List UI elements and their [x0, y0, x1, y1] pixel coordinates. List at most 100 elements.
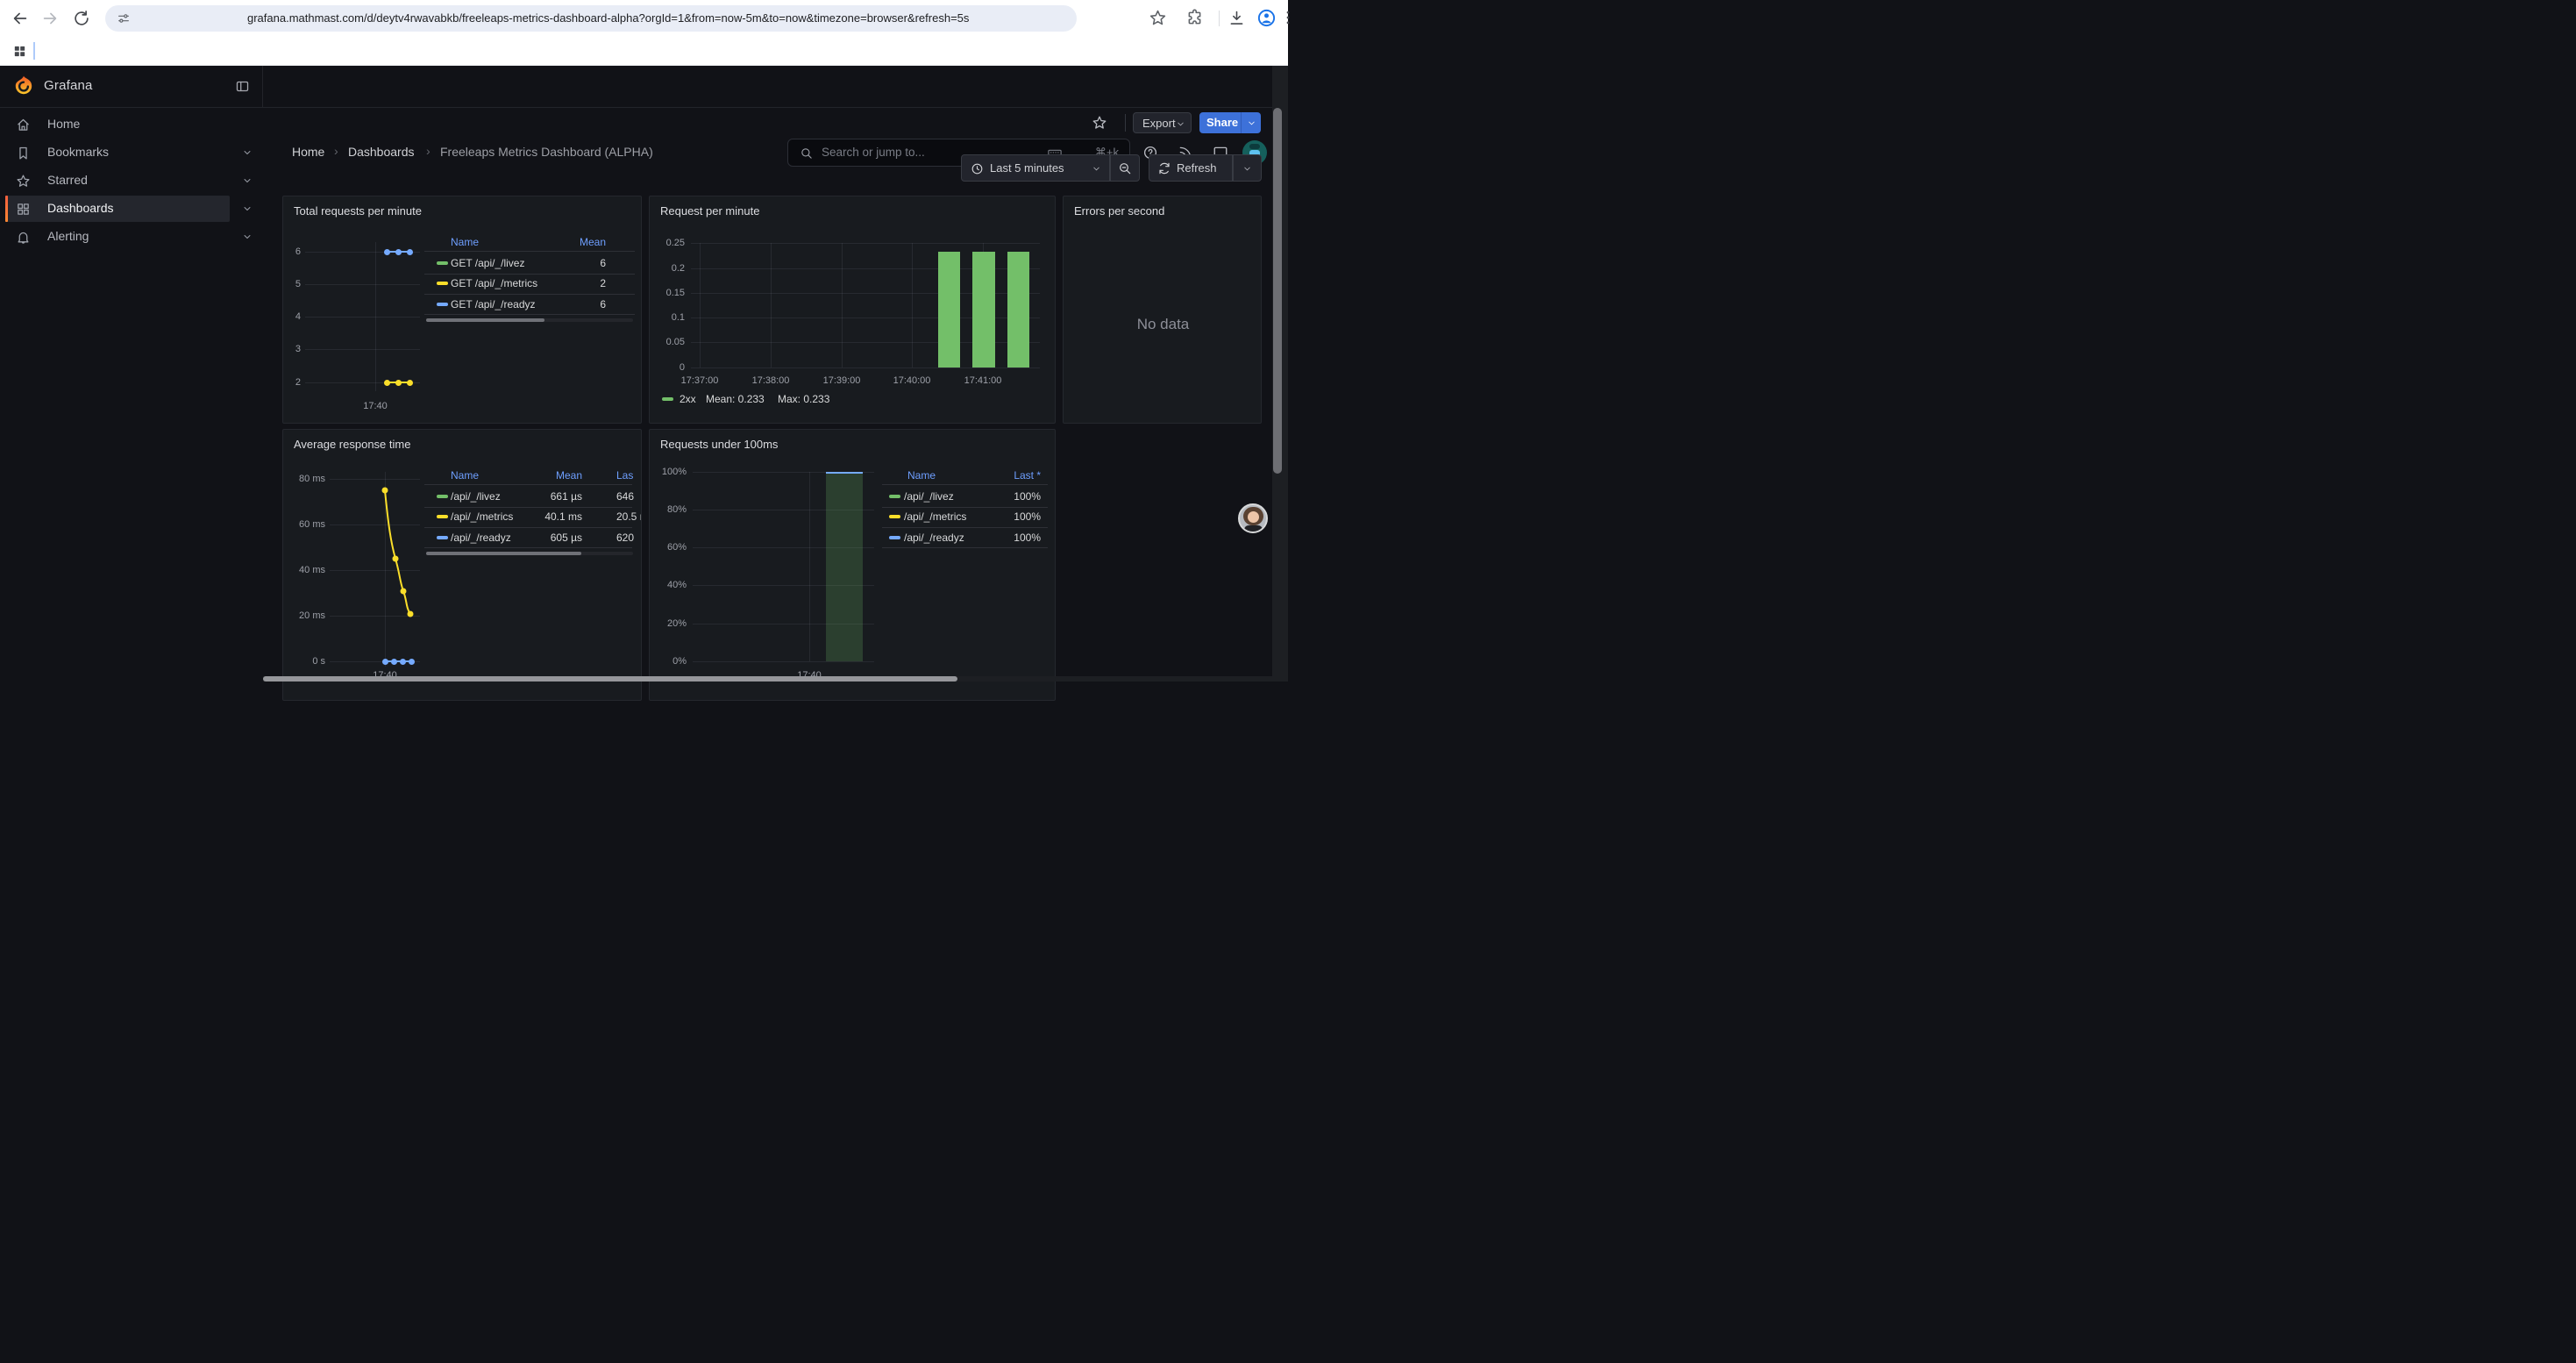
chevron-down-icon[interactable]: [242, 232, 253, 242]
floating-avatar[interactable]: [1238, 503, 1268, 533]
x-tick: 17:40: [349, 400, 402, 412]
clock-icon: [971, 162, 984, 175]
legend-series-name[interactable]: GET /api/_/readyz: [451, 298, 536, 310]
y-tick: 4: [283, 310, 301, 323]
legend-series-name[interactable]: /api/_/metrics: [904, 510, 966, 523]
legend-divider: [424, 527, 632, 528]
extensions-icon[interactable]: [1185, 9, 1204, 27]
home-icon: [16, 118, 31, 132]
forward-icon[interactable]: [40, 9, 60, 28]
y-tick: 0%: [653, 655, 687, 667]
legend-color-metrics: [437, 515, 448, 518]
share-label: Share: [1206, 116, 1238, 129]
export-button[interactable]: Export: [1133, 112, 1192, 133]
bookmark-star-icon[interactable]: [1149, 9, 1167, 27]
legend-color-livez: [889, 495, 900, 498]
y-tick: 2: [283, 376, 301, 389]
legend-color-metrics: [889, 515, 900, 518]
bookmarks-bar: Freeleaps 收藏博客: [0, 37, 1288, 66]
refresh-interval-button[interactable]: [1233, 154, 1262, 182]
legend-series-last: 620: [616, 532, 634, 544]
zoom-out-time-button[interactable]: [1110, 154, 1140, 182]
legend-col-mean[interactable]: Mean: [521, 469, 582, 482]
gridline: [691, 243, 1040, 244]
legend-series-name[interactable]: /api/_/livez: [451, 490, 501, 503]
legend-series-name[interactable]: 2xx: [680, 393, 696, 405]
profile-icon[interactable]: [1256, 8, 1277, 28]
gridline: [700, 243, 701, 368]
chevron-down-icon: [1247, 118, 1256, 128]
no-data-message: No data: [1064, 316, 1262, 333]
search-placeholder: Search or jump to...: [822, 139, 925, 166]
chevron-down-icon[interactable]: [242, 175, 253, 186]
gridline: [809, 472, 810, 661]
area-under-100ms: [826, 472, 863, 661]
grafana-brand: Grafana: [44, 78, 93, 93]
vertical-scrollbar-thumb[interactable]: [1273, 108, 1282, 474]
sidebar-item-dashboards[interactable]: Dashboards: [5, 196, 230, 222]
sidebar-item-home[interactable]: Home: [5, 111, 230, 138]
legend-scrollbar[interactable]: [426, 318, 633, 322]
legend-col-last[interactable]: Las: [616, 469, 633, 482]
breadcrumb-dashboards[interactable]: Dashboards: [348, 145, 415, 159]
legend-series-mean: 40.1 ms: [521, 510, 582, 523]
sidebar-item-alerting[interactable]: Alerting: [5, 224, 230, 250]
panel-title[interactable]: Errors per second: [1074, 204, 1164, 218]
gridline: [693, 661, 874, 662]
address-bar[interactable]: grafana.mathmast.com/d/deytv4rwavabkb/fr…: [105, 5, 1077, 32]
legend-col-name[interactable]: Name: [451, 236, 479, 248]
legend-col-name[interactable]: Name: [907, 469, 936, 482]
legend-divider: [882, 527, 1048, 528]
favorite-dashboard-star-icon[interactable]: [1092, 115, 1107, 131]
legend-col-last[interactable]: Last *: [988, 469, 1041, 482]
legend-scrollbar[interactable]: [426, 552, 633, 555]
share-button[interactable]: Share: [1199, 112, 1241, 133]
legend-series-name[interactable]: /api/_/readyz: [451, 532, 511, 544]
apps-grid-icon[interactable]: [12, 44, 27, 59]
legend-scrollbar-thumb[interactable]: [426, 552, 581, 555]
site-settings-icon[interactable]: [117, 11, 131, 25]
panel-title[interactable]: Total requests per minute: [294, 204, 422, 218]
chevron-down-icon[interactable]: [242, 203, 253, 214]
legend-series-name[interactable]: /api/_/metrics: [451, 510, 513, 523]
legend-series-last: 100%: [988, 490, 1041, 503]
y-tick: 0.15: [657, 287, 685, 299]
legend-color-readyz: [889, 536, 900, 539]
legend-series-name[interactable]: GET /api/_/metrics: [451, 277, 537, 289]
collapse-sidebar-icon[interactable]: [235, 79, 250, 94]
sidebar-item-bookmarks[interactable]: Bookmarks: [5, 139, 230, 166]
breadcrumb-separator: ›: [426, 144, 431, 158]
time-range-picker[interactable]: Last 5 minutes: [961, 154, 1110, 182]
data-point: [407, 380, 413, 386]
bookmarks-divider: [33, 42, 35, 60]
legend-scrollbar-thumb[interactable]: [426, 318, 544, 322]
legend-color-readyz: [437, 303, 448, 306]
downloads-icon[interactable]: [1228, 9, 1246, 27]
bar-2xx: [972, 252, 995, 368]
reload-icon[interactable]: [72, 9, 91, 28]
horizontal-scrollbar-thumb[interactable]: [263, 676, 957, 682]
breadcrumb-home[interactable]: Home: [292, 145, 324, 159]
y-tick: 60%: [653, 541, 687, 553]
gridline: [842, 243, 843, 368]
refresh-button[interactable]: Refresh: [1149, 154, 1233, 182]
legend-series-name[interactable]: /api/_/livez: [904, 490, 954, 503]
legend-series-name[interactable]: GET /api/_/livez: [451, 257, 524, 269]
panel-title[interactable]: Request per minute: [660, 204, 759, 218]
legend-series-name[interactable]: /api/_/readyz: [904, 532, 964, 544]
browser-menu-icon[interactable]: [1279, 9, 1297, 26]
chevron-down-icon: [1242, 164, 1252, 174]
grafana-logo-icon[interactable]: [12, 75, 35, 102]
y-tick: 40%: [653, 579, 687, 591]
avatar-hair: [1249, 144, 1260, 149]
y-tick: 80%: [653, 503, 687, 516]
back-icon[interactable]: [11, 9, 30, 28]
data-point: [400, 659, 406, 665]
share-menu-button[interactable]: [1241, 112, 1261, 133]
legend-col-mean[interactable]: Mean: [536, 236, 606, 248]
panel-title[interactable]: Requests under 100ms: [660, 438, 778, 451]
sidebar-item-starred[interactable]: Starred: [5, 168, 230, 194]
legend-col-name[interactable]: Name: [451, 469, 479, 482]
chevron-down-icon[interactable]: [242, 147, 253, 158]
browser-toolbar: grafana.mathmast.com/d/deytv4rwavabkb/fr…: [0, 0, 1288, 37]
